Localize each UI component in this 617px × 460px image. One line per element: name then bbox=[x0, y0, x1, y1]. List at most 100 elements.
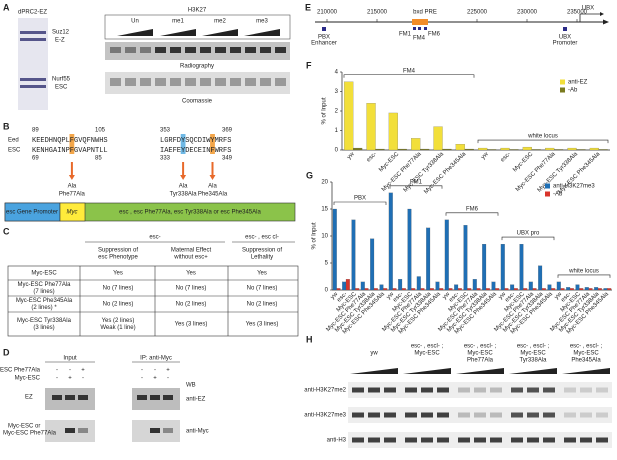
x-tick-label: yw bbox=[330, 291, 340, 301]
y-tick-label: 2 bbox=[335, 109, 339, 115]
shape bbox=[511, 412, 523, 418]
cell: Yes (2 lines) bbox=[102, 318, 135, 324]
bar bbox=[500, 244, 505, 291]
sequence: KENHGAINPFGVAPNTLL bbox=[32, 147, 108, 155]
shape bbox=[564, 387, 576, 393]
shape bbox=[596, 412, 608, 418]
label: Myc-ESC Phe77Ala bbox=[17, 282, 71, 288]
arrow-head bbox=[603, 19, 609, 25]
sign: - bbox=[82, 376, 84, 382]
label: esc- , esc cl- bbox=[245, 235, 279, 241]
shape bbox=[384, 387, 396, 393]
label: Phe345Ala bbox=[198, 192, 228, 198]
column-label: Myc-ESC bbox=[520, 351, 546, 357]
shape bbox=[421, 437, 433, 443]
panel-label: D bbox=[3, 347, 10, 357]
y-tick-label: 1 bbox=[335, 128, 339, 134]
band-label: Suz12 bbox=[52, 30, 70, 36]
panel-label: G bbox=[306, 170, 313, 180]
label: Ala bbox=[68, 184, 77, 190]
label: bxd PRE bbox=[413, 10, 437, 16]
bar bbox=[398, 279, 403, 291]
band-label: Nurf55 bbox=[52, 77, 71, 83]
label: Tyr338Ala bbox=[170, 192, 198, 198]
shape bbox=[474, 412, 486, 418]
shape bbox=[105, 72, 290, 94]
shape bbox=[511, 387, 523, 393]
bar bbox=[541, 288, 546, 291]
shape bbox=[105, 42, 290, 60]
bar bbox=[597, 288, 602, 291]
bar bbox=[566, 287, 571, 291]
label: Myc-ESC Phe77Ala bbox=[3, 431, 57, 437]
shape bbox=[215, 78, 226, 86]
label: esc , esc Phe77Ala, esc Tyr338Ala or esc… bbox=[119, 210, 261, 216]
bar bbox=[576, 149, 586, 151]
shape bbox=[421, 412, 433, 418]
label: Myc-ESC or bbox=[8, 424, 40, 430]
x-tick-label: esc- bbox=[366, 151, 378, 163]
shape bbox=[245, 47, 256, 53]
shape bbox=[275, 47, 286, 53]
row-label: anti-H3K27me2 bbox=[304, 388, 346, 394]
wedge bbox=[350, 368, 398, 374]
shape bbox=[20, 31, 46, 34]
column-label: esc- , escl- ; bbox=[464, 344, 497, 350]
bar bbox=[598, 149, 608, 151]
bar bbox=[575, 284, 580, 291]
shape bbox=[69, 134, 75, 154]
tick-label: 215000 bbox=[367, 10, 388, 16]
bar bbox=[444, 219, 449, 291]
bar bbox=[510, 284, 515, 291]
bar bbox=[344, 81, 354, 151]
cell: No (2 lines) bbox=[247, 302, 278, 308]
sequence: LGRFDYSQCDIWYMRFS bbox=[160, 137, 231, 145]
legend-swatch bbox=[545, 191, 550, 197]
bar bbox=[345, 279, 350, 291]
group-label: FM4 bbox=[403, 68, 416, 74]
label: Input bbox=[63, 356, 77, 362]
label: UBX bbox=[559, 35, 571, 41]
shape bbox=[348, 407, 612, 423]
legend-swatch bbox=[560, 79, 565, 85]
x-tick-label: Myc-ESC Phe77Ala bbox=[515, 151, 557, 193]
shape bbox=[322, 27, 326, 31]
sign: + bbox=[166, 368, 170, 374]
shape bbox=[437, 412, 449, 418]
shape bbox=[543, 437, 555, 443]
shape bbox=[200, 47, 211, 53]
bar bbox=[364, 288, 369, 291]
column-label: esc- , escl- ; bbox=[570, 344, 603, 350]
bar bbox=[519, 244, 524, 291]
shape bbox=[65, 428, 75, 433]
shape bbox=[527, 387, 539, 393]
bar bbox=[454, 284, 459, 291]
sign: - bbox=[56, 376, 58, 382]
label: Lethality bbox=[251, 255, 273, 261]
shape bbox=[596, 387, 608, 393]
shape bbox=[155, 78, 166, 86]
label: without esc+ bbox=[173, 255, 208, 261]
shape bbox=[458, 412, 470, 418]
bar bbox=[392, 288, 397, 291]
shape bbox=[352, 412, 364, 418]
group-label: white locus bbox=[527, 134, 558, 140]
shape bbox=[418, 27, 421, 30]
cell: Yes bbox=[113, 271, 123, 277]
shape bbox=[458, 437, 470, 443]
tick-label: 225000 bbox=[467, 10, 488, 16]
label: anti-EZ bbox=[186, 397, 206, 403]
column-label: Myc-ESC bbox=[414, 351, 440, 357]
shape bbox=[20, 78, 46, 81]
lane-label: Un bbox=[131, 19, 139, 25]
y-tick-label: 4 bbox=[335, 70, 339, 76]
shape bbox=[580, 437, 592, 443]
bracket bbox=[389, 185, 443, 189]
label: Suppression of bbox=[242, 248, 282, 254]
shape bbox=[170, 47, 181, 53]
label: H3K27 bbox=[188, 8, 207, 14]
label: 369 bbox=[222, 128, 233, 134]
group-label: FM6 bbox=[466, 206, 479, 212]
bar bbox=[433, 126, 443, 151]
